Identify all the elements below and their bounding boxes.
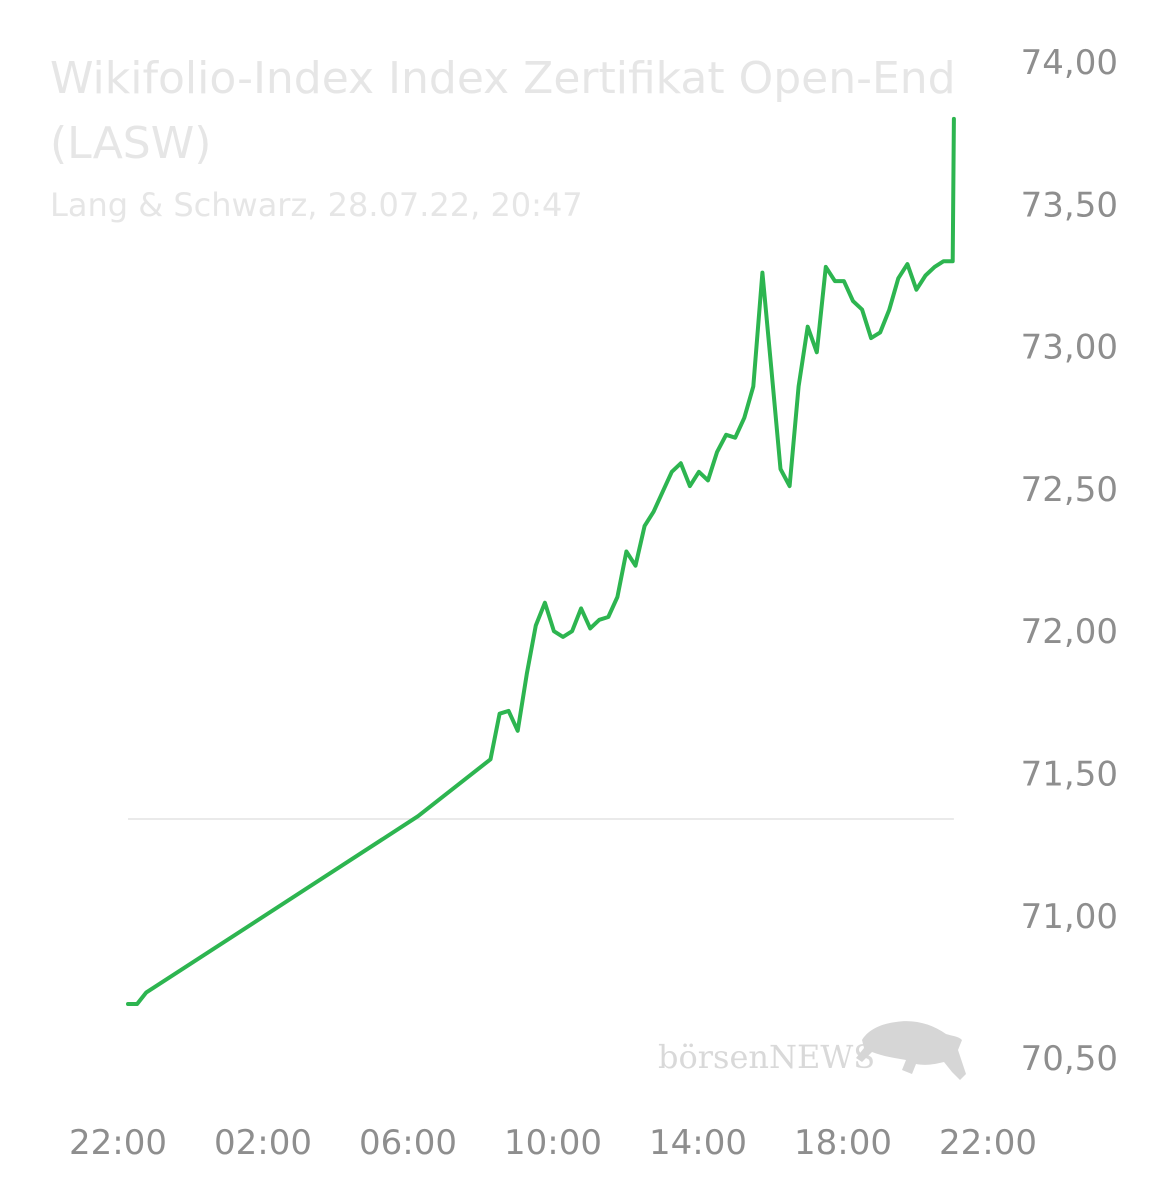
y-tick-label: 71,50 xyxy=(1021,755,1118,795)
x-tick-label: 22:00 xyxy=(69,1123,167,1163)
x-tick-label: 10:00 xyxy=(504,1123,602,1163)
watermark-text: börsenNEWS xyxy=(658,1038,875,1076)
chart-title: Wikifolio-Index Index Zertifikat Open-En… xyxy=(50,53,956,104)
y-tick-label: 71,00 xyxy=(1021,897,1118,937)
borsennews-watermark: börsenNEWS xyxy=(658,1021,966,1080)
series-layer xyxy=(126,116,956,1006)
y-tick-label: 70,50 xyxy=(1021,1039,1118,1079)
bull-logo-icon xyxy=(856,1021,966,1080)
x-axis: 22:00 02:00 06:00 10:00 14:00 18:00 22:00 xyxy=(69,1123,1037,1163)
y-tick-label: 72,00 xyxy=(1021,612,1118,652)
x-tick-label: 18:00 xyxy=(794,1123,892,1163)
chart-title-line-2: (LASW) xyxy=(50,118,211,169)
y-tick-label: 74,00 xyxy=(1021,43,1118,83)
y-axis: 74,00 73,50 73,00 72,50 72,00 71,50 71,00 70,50 xyxy=(1021,43,1118,1079)
y-tick-label: 73,50 xyxy=(1021,185,1118,225)
x-tick-label: 06:00 xyxy=(359,1123,457,1163)
y-tick-label: 73,00 xyxy=(1021,328,1118,368)
x-tick-label: 22:00 xyxy=(939,1123,1037,1163)
y-tick-label: 72,50 xyxy=(1021,470,1118,510)
series-line xyxy=(126,116,956,1006)
x-tick-label: 14:00 xyxy=(649,1123,747,1163)
x-tick-label: 02:00 xyxy=(214,1123,312,1163)
chart-subtitle: Lang & Schwarz, 28.07.22, 20:47 xyxy=(50,186,583,224)
